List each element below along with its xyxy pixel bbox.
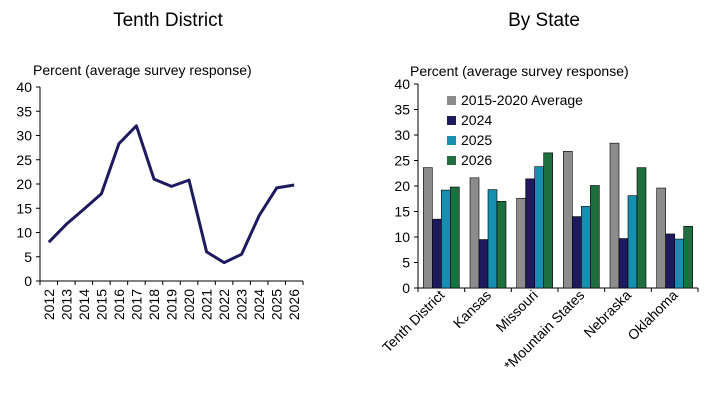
x-tick-label: Oklahoma [624, 287, 681, 344]
x-tick-label: 2016 [111, 289, 127, 320]
bar [636, 167, 647, 289]
legend-swatch [447, 116, 456, 125]
y-tick-label: 30 [16, 128, 32, 144]
y-tick-label: 35 [16, 103, 32, 119]
x-tick-label: 2023 [234, 289, 250, 320]
x-tick-label: 2025 [269, 289, 285, 320]
x-tick-label: Missouri [493, 287, 541, 335]
bar [478, 239, 489, 289]
x-tick-label: 2013 [58, 289, 74, 320]
y-axis-label: Percent (average survey response) [410, 63, 629, 79]
bar [496, 201, 507, 289]
y-tick-label: 25 [16, 152, 32, 168]
axes [39, 87, 303, 282]
x-tick-label: 2020 [181, 289, 197, 320]
bar [581, 206, 591, 289]
bar [674, 238, 684, 289]
x-tick-label: 2014 [76, 289, 92, 320]
x-tick-label: Tenth District [379, 287, 448, 356]
bar [563, 151, 573, 289]
bar [590, 185, 600, 289]
bar [665, 233, 675, 289]
x-tick-label: 2026 [286, 289, 302, 320]
y-tick-label: 15 [16, 200, 32, 216]
by-state-chart: By State Percent (average survey respons… [379, 10, 699, 374]
legend-label: 2015-2020 Average [461, 92, 583, 108]
bar [432, 218, 442, 289]
y-tick-label: 15 [394, 204, 410, 220]
legend-swatch [447, 96, 456, 105]
bar [656, 187, 666, 289]
x-tick-label: 2022 [216, 289, 232, 320]
bar [423, 167, 433, 289]
y-tick-label: 0 [402, 280, 410, 296]
x-tick-label: 2018 [146, 289, 162, 320]
chart-title: By State [508, 10, 580, 31]
bar [627, 195, 638, 289]
bar [516, 197, 526, 289]
bar [441, 189, 451, 289]
x-tick-label: 2024 [251, 289, 267, 320]
y-tick-label: 25 [394, 153, 410, 169]
legend: 2015-2020 Average 2024 2025 2026 [447, 92, 583, 168]
legend-label: 2025 [461, 132, 492, 148]
x-tick-label: 2021 [199, 289, 215, 320]
axes [417, 84, 698, 289]
tenth-district-chart: Tenth District Percent (average survey r… [16, 10, 304, 320]
y-tick-label: 40 [16, 79, 32, 95]
y-tick-label: 10 [394, 229, 410, 245]
y-tick-label: 5 [402, 255, 410, 271]
bar [609, 142, 620, 289]
bar [572, 216, 582, 289]
bar [683, 225, 693, 289]
bar [450, 186, 460, 289]
y-axis-label: Percent (average survey response) [33, 62, 252, 78]
legend-swatch [447, 136, 456, 145]
y-tick-label: 30 [394, 127, 410, 143]
bar [618, 238, 629, 289]
x-tick-label: 2012 [41, 289, 57, 320]
x-tick-label: 2019 [164, 289, 180, 320]
y-tick-label: 20 [16, 176, 32, 192]
legend-swatch [447, 156, 456, 165]
legend-label: 2026 [461, 152, 492, 168]
bar [525, 178, 535, 289]
y-tick-label: 5 [24, 249, 32, 265]
chart-title: Tenth District [113, 10, 224, 31]
bar [469, 177, 480, 289]
y-tick-label: 10 [16, 225, 32, 241]
y-tick-label: 35 [394, 102, 410, 118]
x-tick-label: 2015 [93, 289, 109, 320]
y-tick-label: 0 [24, 273, 32, 289]
bar [534, 166, 544, 289]
x-tick-label: Kansas [450, 287, 494, 331]
y-tick-label: 20 [394, 178, 410, 194]
x-tick-label: 2017 [128, 289, 144, 320]
bar [487, 189, 498, 289]
legend-label: 2024 [461, 112, 492, 128]
series-line [47, 124, 295, 265]
bar [543, 152, 553, 289]
x-tick-label: *Mountain States [501, 287, 588, 374]
y-tick-label: 40 [394, 76, 410, 92]
